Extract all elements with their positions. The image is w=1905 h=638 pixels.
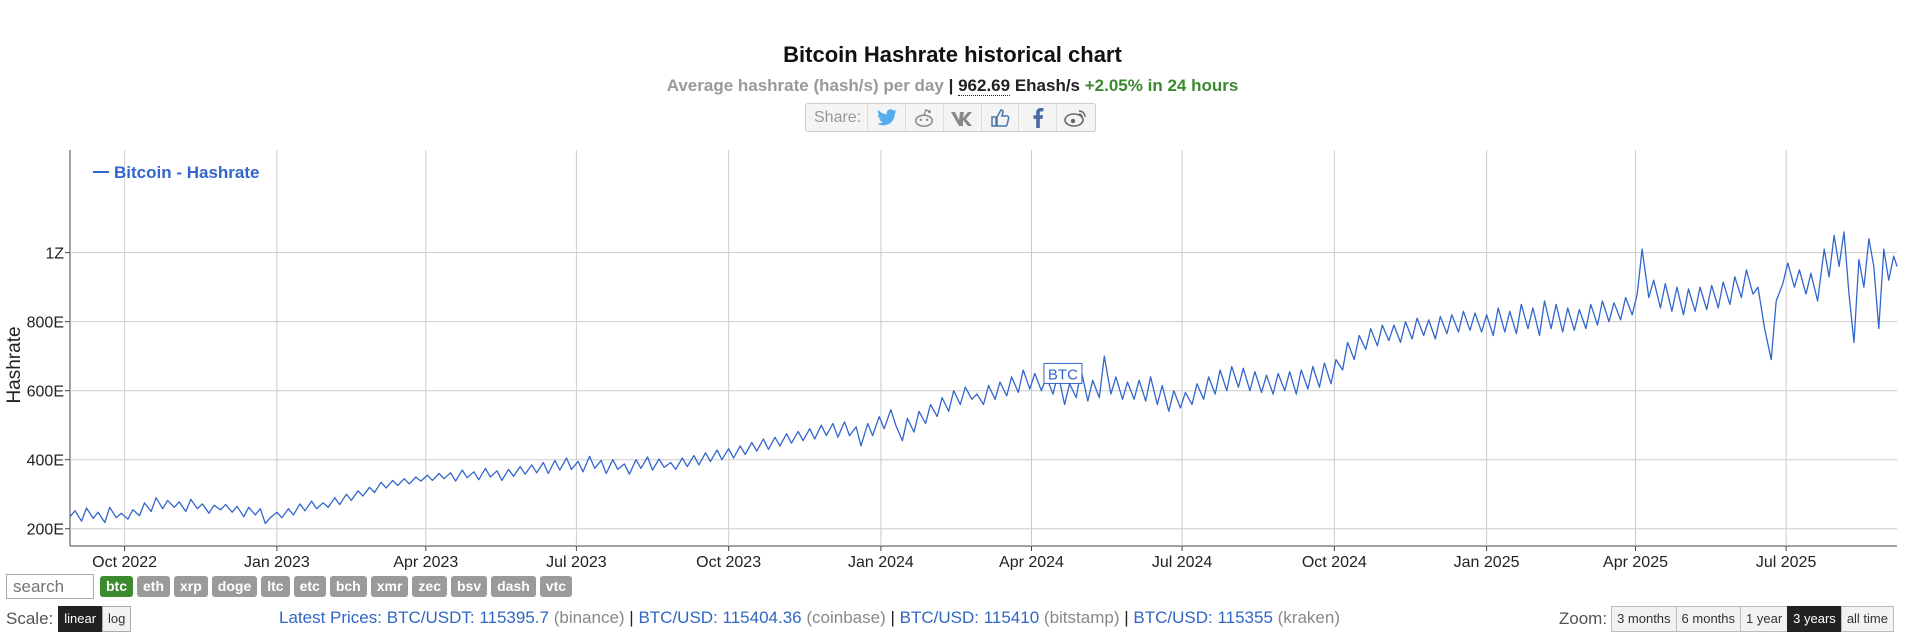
weibo-share-button[interactable]	[1057, 104, 1095, 131]
x-tick-label: Apr 2023	[393, 554, 458, 570]
price-pair[interactable]: BTC/USD:	[1133, 608, 1213, 627]
latest-prices: Latest Prices: BTC/USDT: 115395.7 (binan…	[279, 608, 1340, 627]
btc-annotation-label: BTC	[1048, 366, 1078, 383]
like-share-button[interactable]	[982, 104, 1020, 131]
price-pair[interactable]: BTC/USD:	[899, 608, 979, 627]
coin-button-eth[interactable]: eth	[137, 576, 170, 597]
subtitle-prefix: Average hashrate (hash/s) per day	[666, 76, 944, 95]
x-tick-label: Jan 2025	[1454, 554, 1520, 570]
coin-button-etc[interactable]: etc	[293, 576, 326, 597]
price-exchange: (binance)	[553, 608, 625, 627]
zoom-option-6-months[interactable]: 6 months	[1675, 606, 1742, 632]
coin-button-doge[interactable]: doge	[211, 576, 258, 597]
scale-options: linear log	[58, 606, 132, 632]
price-pair[interactable]: BTC/USDT:	[386, 608, 475, 627]
x-tick-label: Oct 2024	[1302, 554, 1367, 570]
x-tick-label: Jan 2023	[244, 554, 310, 570]
facebook-share-button[interactable]	[1019, 104, 1058, 131]
x-tick-label: Jan 2024	[848, 554, 914, 570]
x-tick-label: Jul 2023	[546, 554, 607, 570]
x-tick-label: Jul 2024	[1152, 554, 1213, 570]
coin-button-xmr[interactable]: xmr	[370, 576, 409, 597]
x-tick-label: Jul 2025	[1756, 554, 1817, 570]
vk-share-button[interactable]	[944, 104, 982, 131]
change-suffix: in 24 hours	[1147, 76, 1239, 95]
reddit-share-button[interactable]	[906, 104, 944, 131]
zoom-option-1-year[interactable]: 1 year	[1740, 606, 1789, 632]
zoom-option-3-months[interactable]: 3 months	[1611, 606, 1677, 632]
coin-button-zec[interactable]: zec	[412, 576, 447, 597]
change-value: +2.05%	[1084, 76, 1143, 95]
scale-control: Scale: linear log	[6, 606, 132, 632]
share-bar: Share:	[805, 103, 1096, 132]
price-exchange: (coinbase)	[806, 608, 886, 627]
twitter-icon	[876, 108, 897, 125]
btc-annotation-box	[1043, 362, 1083, 384]
zoom-options: 3 months 6 months 1 year 3 years all time	[1611, 606, 1894, 632]
y-tick-label: 600E	[27, 384, 64, 401]
coin-button-xrp[interactable]: xrp	[174, 576, 208, 597]
reddit-icon	[915, 108, 934, 127]
share-label: Share:	[806, 104, 869, 131]
zoom-option-3-years[interactable]: 3 years	[1787, 606, 1842, 632]
zoom-label: Zoom:	[1558, 609, 1608, 628]
x-tick-label: Oct 2022	[92, 554, 157, 570]
y-tick-label: 1Z	[45, 246, 64, 263]
x-tick-label: Apr 2025	[1603, 554, 1668, 570]
hashrate-series-line	[69, 231, 1898, 525]
y-tick-label: 800E	[27, 315, 64, 332]
coin-button-bsv[interactable]: bsv	[450, 576, 488, 597]
twitter-share-button[interactable]	[868, 104, 906, 131]
price-exchange: (bitstamp)	[1043, 608, 1120, 627]
legend-label: Bitcoin - Hashrate	[114, 163, 259, 182]
y-tick-label: 200E	[27, 522, 64, 539]
price-pair[interactable]: BTC/USD:	[638, 608, 718, 627]
x-tick-label: Oct 2023	[696, 554, 761, 570]
price-value[interactable]: 115355	[1217, 608, 1273, 627]
prices-label: Latest Prices:	[279, 608, 382, 627]
weibo-icon	[1064, 109, 1086, 127]
y-axis-title: Hashrate	[4, 326, 25, 403]
zoom-control: Zoom: 3 months 6 months 1 year 3 years all t…	[1559, 606, 1894, 632]
coin-button-dash[interactable]: dash	[491, 576, 536, 597]
scale-option-log[interactable]: log	[102, 606, 132, 632]
current-hashrate-value: 962.69	[958, 76, 1011, 96]
scale-option-linear[interactable]: linear	[58, 606, 103, 632]
chart-title: Bitcoin Hashrate historical chart	[783, 42, 1122, 67]
coin-button-ltc[interactable]: ltc	[261, 576, 290, 597]
scale-label: Scale:	[6, 609, 54, 628]
vk-icon	[951, 111, 973, 126]
current-hashrate-unit: Ehash/s	[1014, 76, 1081, 95]
chart-subtitle: Average hashrate (hash/s) per day | 962.…	[0, 76, 1905, 96]
coin-search-input[interactable]	[6, 574, 94, 599]
like-icon	[991, 108, 1010, 127]
zoom-option-all-time[interactable]: all time	[1840, 606, 1894, 632]
price-value[interactable]: 115410	[983, 608, 1040, 627]
subtitle-separator: |	[948, 76, 954, 95]
y-tick-label: 400E	[27, 453, 64, 470]
price-value[interactable]: 115404.36	[722, 608, 802, 627]
price-value[interactable]: 115395.7	[479, 608, 549, 627]
facebook-icon	[1033, 107, 1044, 128]
coin-button-bch[interactable]: bch	[329, 576, 367, 597]
coin-list: btc eth xrp doge ltc etc bch xmr zec bsv dash vtc	[100, 576, 573, 597]
coin-button-btc[interactable]: btc	[100, 576, 133, 597]
coin-button-vtc[interactable]: vtc	[539, 576, 573, 597]
hashrate-chart: 200E 400E 600E 800E 1Z Oct 2022 Jan 2023 Apr 20…	[4, 150, 1898, 570]
price-exchange: (kraken)	[1277, 608, 1340, 627]
x-tick-label: Apr 2024	[999, 554, 1064, 570]
